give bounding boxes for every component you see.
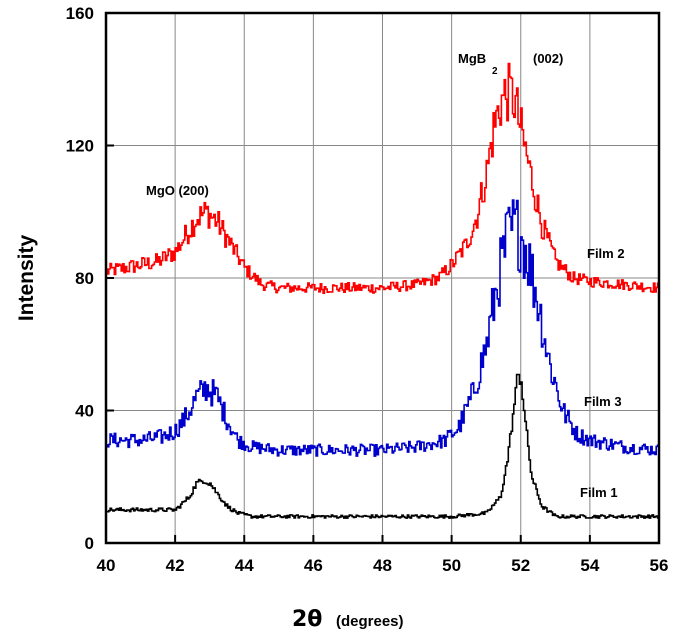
mgo-annotation: MgO (200) (146, 183, 209, 198)
x-tick-label: 42 (166, 556, 185, 575)
x-tick-label: 50 (442, 556, 461, 575)
series-group (106, 62, 660, 519)
series-label-film-3: Film 3 (584, 394, 622, 409)
y-tick-label: 80 (75, 269, 94, 288)
mgb2-annotation: MgB (458, 51, 486, 66)
mgb2-annotation-hkl: (002) (533, 51, 563, 66)
series-line-film-1 (106, 373, 660, 519)
x-tick-label: 46 (304, 556, 323, 575)
grid-lines (106, 13, 659, 543)
mgb2-annotation-subscript: 2 (492, 66, 498, 77)
x-tick-label: 54 (580, 556, 599, 575)
x-tick-label: 44 (235, 556, 254, 575)
y-tick-label: 40 (75, 402, 94, 421)
series-label-film-1: Film 1 (580, 485, 618, 500)
x-tick-label: 40 (97, 556, 116, 575)
x-axis-label-symbol: 2θ (292, 607, 322, 632)
series-label-film-2: Film 2 (587, 246, 625, 261)
x-axis-label-units: (degrees) (336, 613, 404, 630)
series-line-film-3 (106, 199, 660, 457)
y-tick-label: 0 (85, 534, 94, 553)
series-line-film-2 (106, 62, 660, 294)
x-tick-label: 48 (373, 556, 392, 575)
y-tick-label: 120 (66, 137, 94, 156)
x-tick-label: 56 (650, 556, 669, 575)
x-tick-label: 52 (511, 556, 530, 575)
y-axis-label: Intensity (15, 235, 38, 322)
y-tick-label: 160 (66, 4, 94, 23)
